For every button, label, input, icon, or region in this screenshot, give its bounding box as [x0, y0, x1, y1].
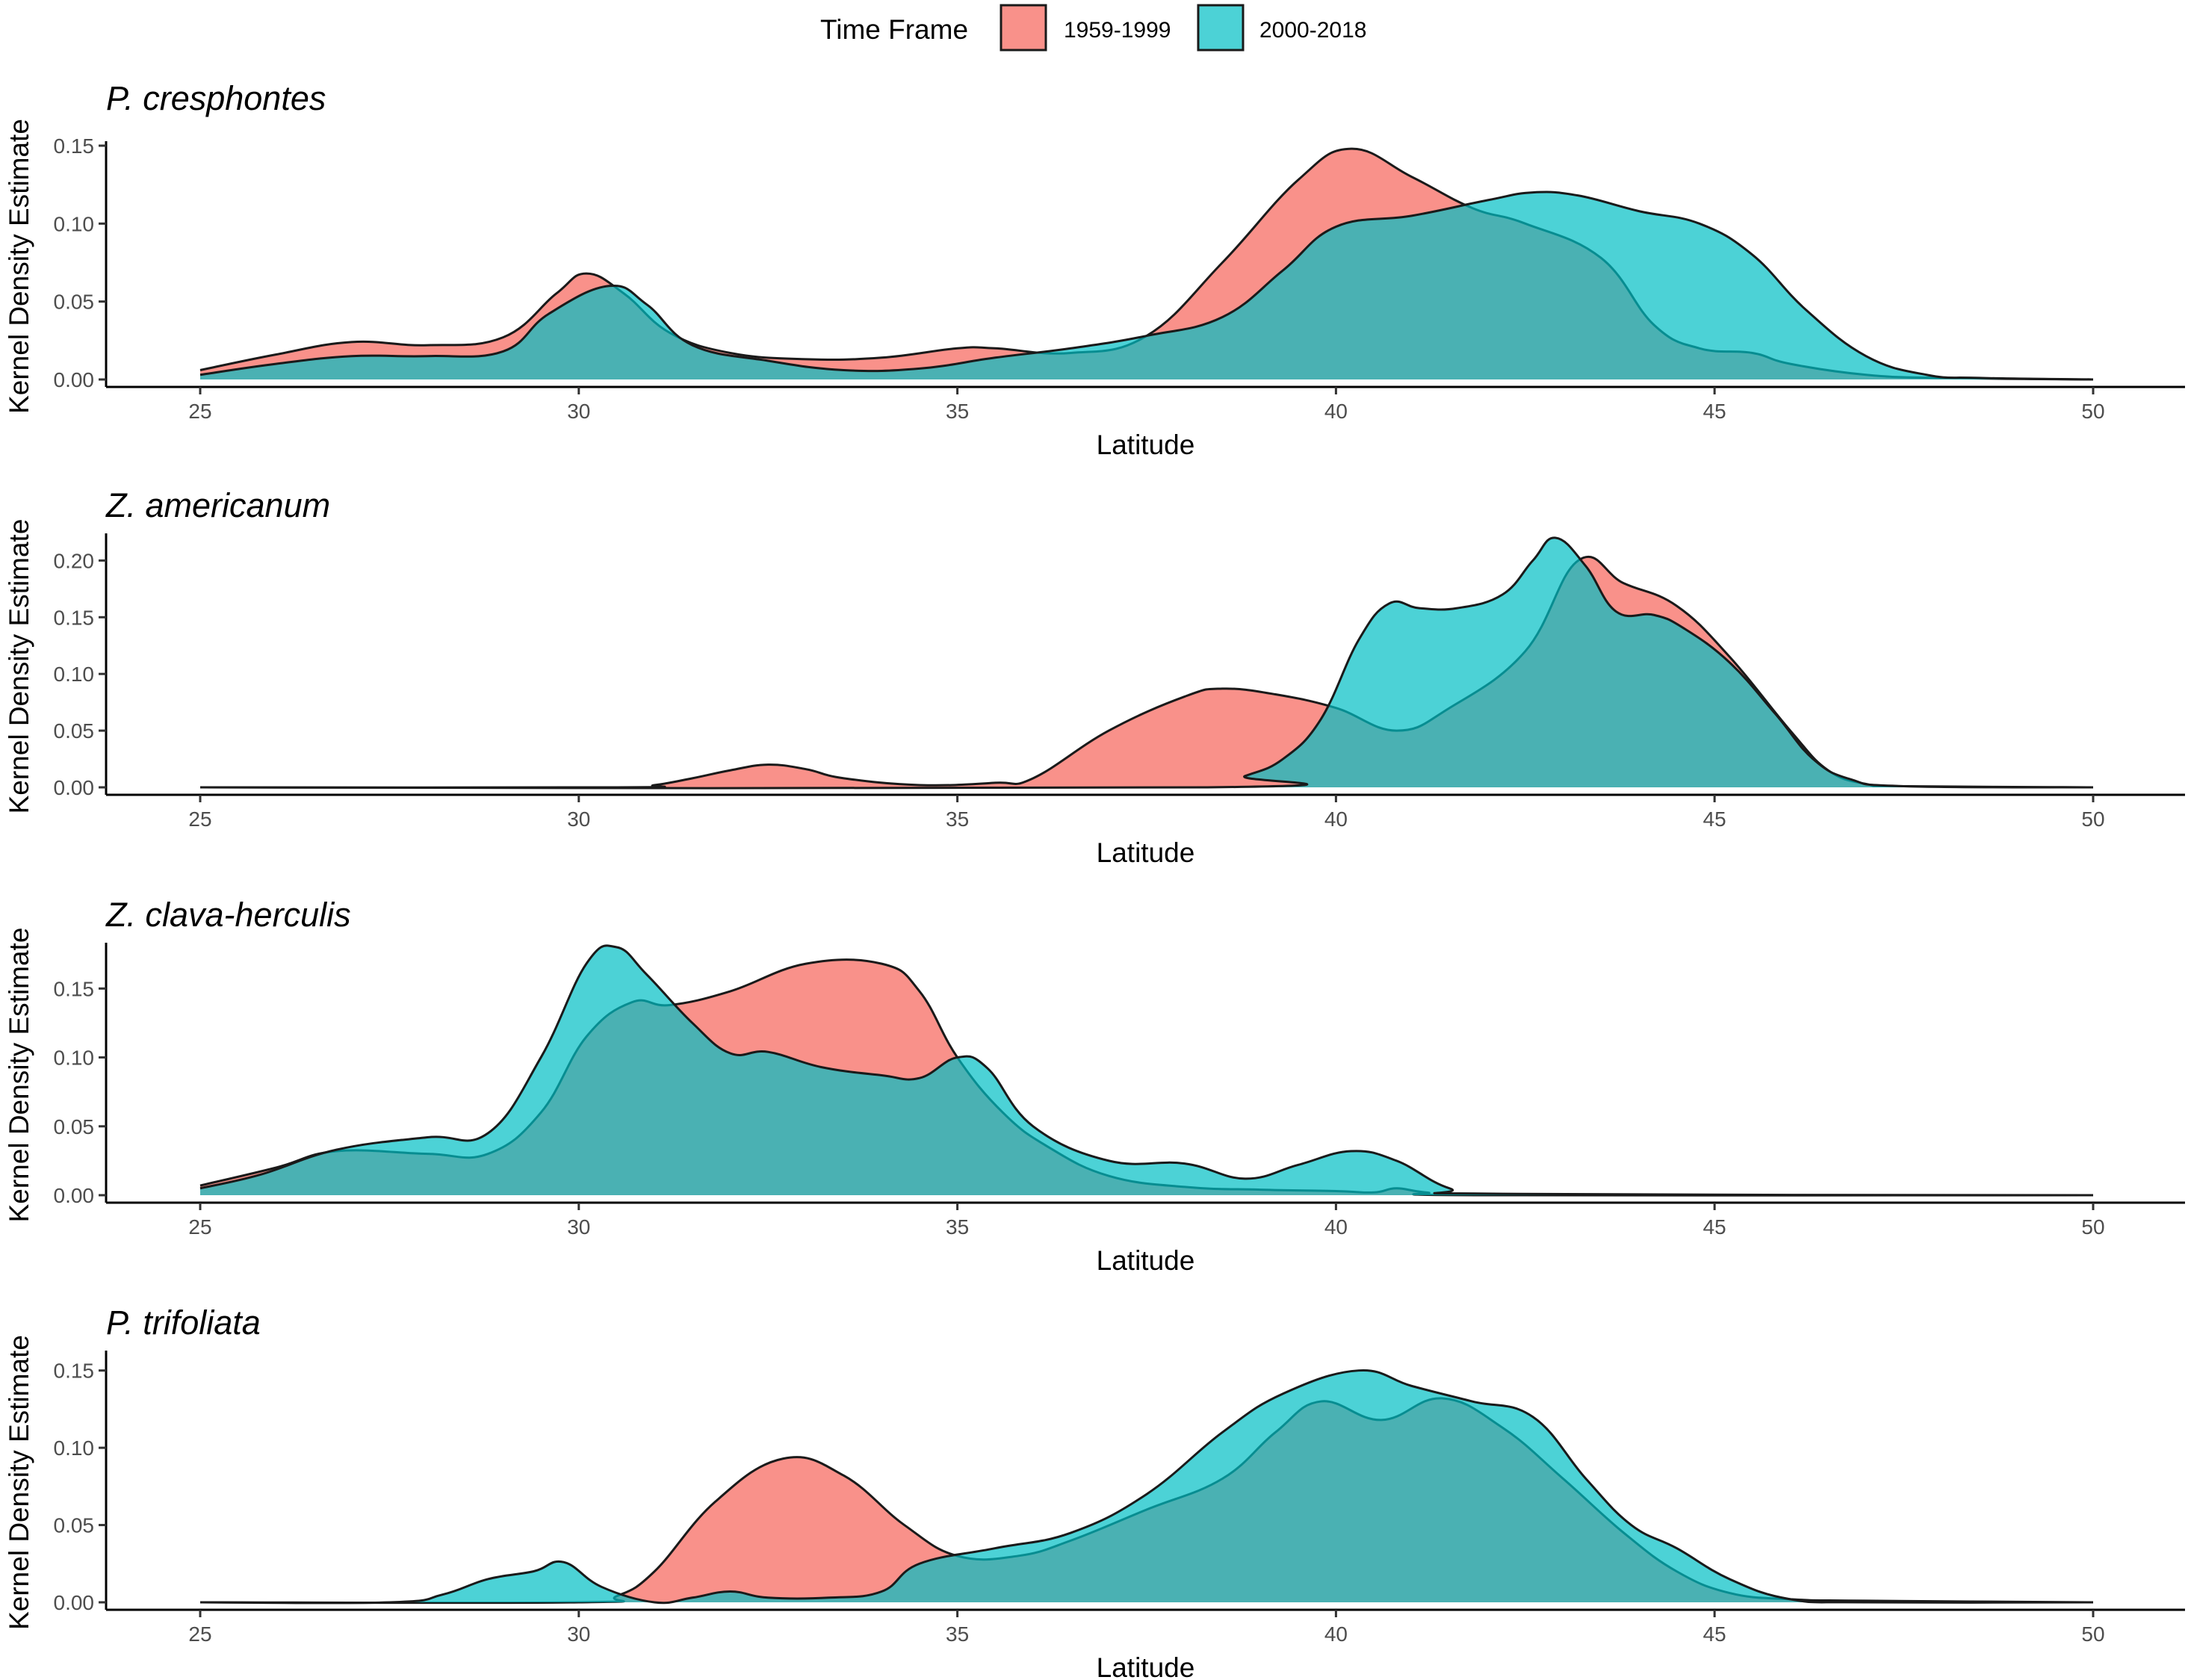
y-axis-title: Kernel Density Estimate — [4, 1335, 34, 1630]
y-tick-label: 0.10 — [54, 1047, 95, 1070]
y-tick-label: 0.00 — [54, 368, 95, 391]
x-tick-label: 40 — [1324, 400, 1348, 423]
x-axis-title: Latitude — [1097, 837, 1195, 868]
y-axis-title: Kernel Density Estimate — [4, 119, 34, 414]
density-area-2000-2018 — [200, 537, 2093, 789]
panel-title: P. trifoliata — [106, 1304, 261, 1342]
y-axis-title: Kernel Density Estimate — [4, 519, 34, 814]
x-tick-label: 35 — [946, 1215, 969, 1239]
y-tick-label: 0.10 — [54, 663, 95, 686]
y-tick-label: 0.05 — [54, 1115, 95, 1138]
x-tick-label: 30 — [567, 1622, 590, 1646]
x-tick-label: 45 — [1703, 400, 1726, 423]
x-tick-label: 45 — [1703, 1215, 1726, 1239]
density-line-2000-2018 — [199, 1369, 2094, 1605]
density-line-1959-1999 — [199, 555, 2094, 789]
panel-title: Z. americanum — [105, 486, 330, 524]
y-tick-label: 0.15 — [54, 977, 95, 1000]
x-tick-label: 30 — [567, 400, 590, 423]
legend-label-1959-1999: 1959-1999 — [1064, 18, 1171, 43]
x-tick-label: 45 — [1703, 1622, 1726, 1646]
y-tick-label: 0.05 — [54, 1514, 95, 1537]
x-tick-label: 35 — [946, 808, 969, 831]
x-axis-title: Latitude — [1097, 430, 1195, 460]
y-tick-label: 0.00 — [54, 1184, 95, 1207]
density-area-2000-2018 — [200, 1370, 2093, 1603]
x-tick-label: 40 — [1324, 1622, 1348, 1646]
density-line-2000-2018 — [199, 536, 2094, 790]
x-tick-label: 25 — [188, 400, 211, 423]
panel-z-americanum: Z. americanum 25 30 35 40 45 50 0.00 0.05 0.10 0.1… — [4, 486, 2185, 868]
panel-p-trifoliata: P. trifoliata 25 30 35 40 45 50 0.00 0.05 0.10 0.1… — [4, 1304, 2185, 1680]
panel-p-cresphontes: P. cresphontes 25 30 35 40 45 50 0.00 0.05 0.10 0.… — [4, 79, 2185, 460]
x-tick-label: 45 — [1703, 808, 1726, 831]
panel-title: Z. clava-herculis — [105, 896, 351, 934]
y-tick-label: 0.00 — [54, 776, 95, 799]
x-tick-label: 30 — [567, 1215, 590, 1239]
y-tick-label: 0.15 — [54, 134, 95, 158]
x-tick-label: 50 — [2081, 400, 2104, 423]
x-tick-label: 50 — [2081, 808, 2104, 831]
x-tick-label: 40 — [1324, 1215, 1348, 1239]
y-tick-label: 0.05 — [54, 291, 95, 314]
x-tick-label: 50 — [2081, 1622, 2104, 1646]
panels: P. cresphontes 25 30 35 40 45 50 0.00 0.05 0.10 0.… — [4, 79, 2185, 1680]
density-line-2000-2018 — [199, 944, 2094, 1197]
y-tick-label: 0.10 — [54, 212, 95, 235]
density-line-2000-2018 — [199, 190, 2094, 381]
x-axis-title: Latitude — [1097, 1245, 1195, 1276]
legend-title: Time Frame — [820, 14, 968, 45]
x-tick-label: 35 — [946, 1622, 969, 1646]
x-tick-label: 35 — [946, 400, 969, 423]
legend-label-2000-2018: 2000-2018 — [1259, 18, 1366, 43]
y-tick-label: 0.00 — [54, 1591, 95, 1614]
y-axis-title: Kernel Density Estimate — [4, 928, 34, 1223]
legend: Time Frame 1959-1999 2000-2018 — [820, 4, 1366, 52]
y-tick-label: 0.05 — [54, 719, 95, 743]
x-tick-label: 30 — [567, 808, 590, 831]
y-tick-label: 0.10 — [54, 1436, 95, 1460]
x-tick-label: 25 — [188, 1215, 211, 1239]
legend-swatch-2000-2018 — [1197, 4, 1245, 52]
x-tick-label: 50 — [2081, 1215, 2104, 1239]
y-tick-label: 0.20 — [54, 549, 95, 572]
x-tick-label: 25 — [188, 808, 211, 831]
density-area-2000-2018 — [200, 945, 2093, 1195]
legend-swatch-1959-1999 — [1000, 4, 1047, 52]
y-tick-label: 0.15 — [54, 606, 95, 629]
y-tick-label: 0.15 — [54, 1360, 95, 1383]
x-axis-title: Latitude — [1097, 1652, 1195, 1680]
panel-title: P. cresphontes — [106, 79, 326, 117]
panel-z-clava-herculis: Z. clava-herculis 25 30 35 40 45 50 0.00 0.05 0.1… — [4, 896, 2185, 1276]
x-tick-label: 40 — [1324, 808, 1348, 831]
x-tick-label: 25 — [188, 1622, 211, 1646]
